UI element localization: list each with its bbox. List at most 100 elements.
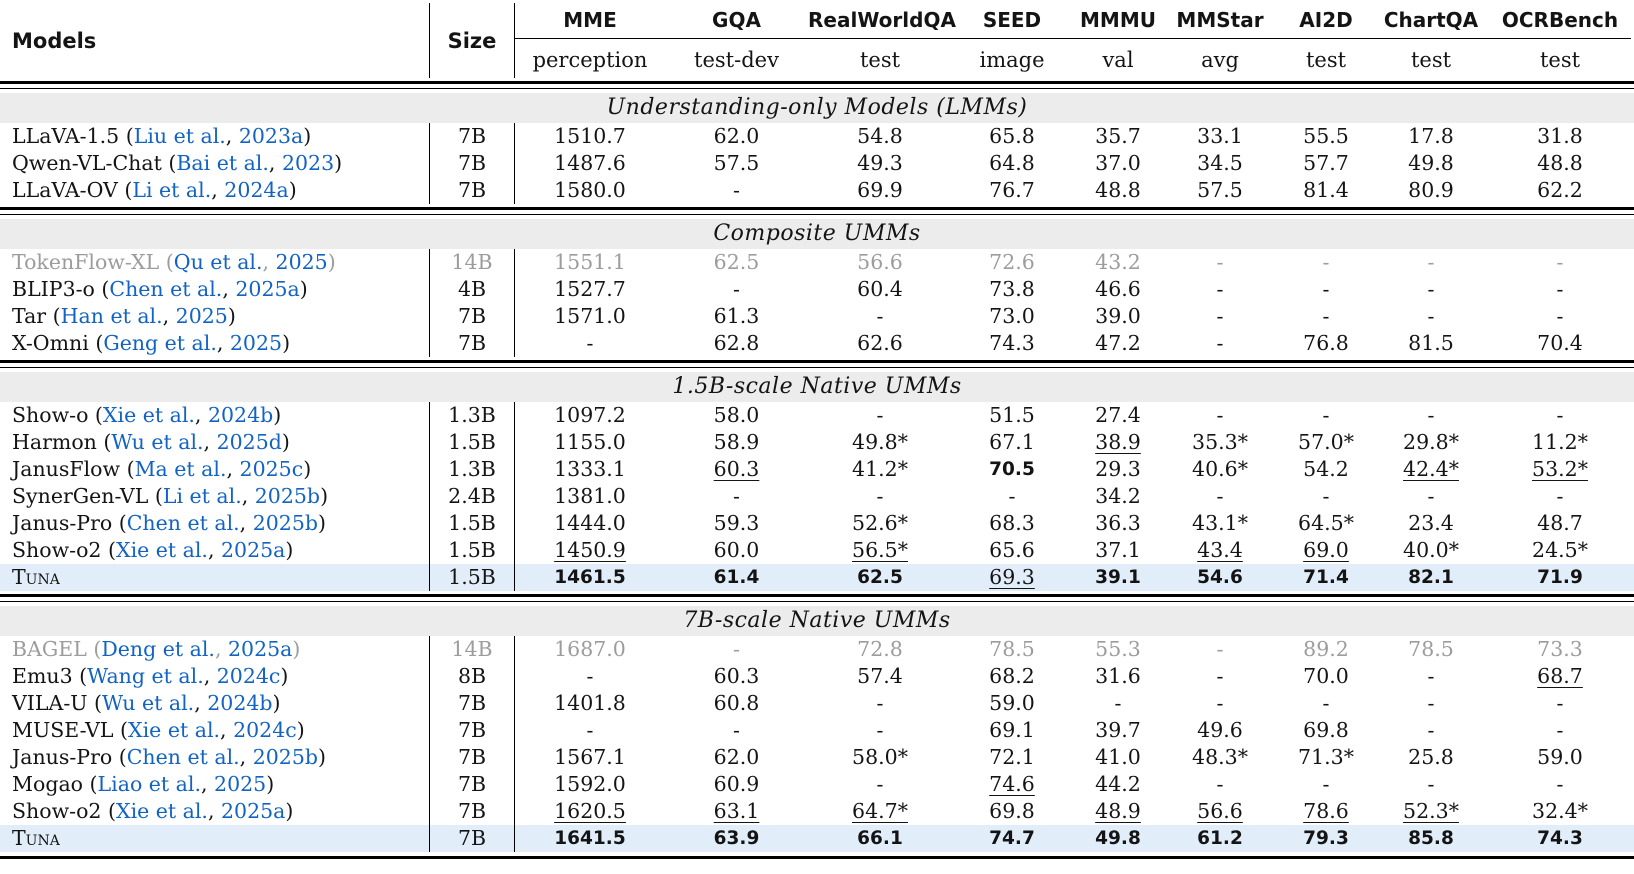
column-subheader-ai2d: test	[1305, 47, 1347, 72]
column-subheader-ocrbench: test	[1539, 47, 1581, 72]
citation-author-link[interactable]: Li et al.	[132, 178, 212, 202]
citation-year-link[interactable]: 2024b	[207, 691, 273, 715]
citation-year-link[interactable]: 2025a	[221, 799, 286, 823]
citation-author-link[interactable]: Ma et al.	[134, 457, 227, 481]
citation-author-link[interactable]: Wang et al.	[87, 664, 204, 688]
section-title: Composite UMMs	[713, 221, 921, 246]
citation-author-link[interactable]: Li et al.	[162, 484, 242, 508]
citation-author-link[interactable]: Chen et al.	[126, 511, 240, 535]
table-row: Show-o (Xie et al., 2024b) 1.3B 1097.2 58.0…	[0, 402, 1634, 429]
citation-year-link[interactable]: 2025b	[254, 484, 321, 508]
metric-value-cell: 1333.1	[554, 457, 626, 481]
citation-year-link[interactable]: 2025a	[235, 277, 300, 301]
citation-author-link[interactable]: Bai et al.	[176, 151, 269, 175]
citation-year-link[interactable]: 2024b	[207, 403, 274, 427]
citation-author-link[interactable]: Han et al.	[60, 304, 163, 328]
citation-year-link[interactable]: 2024c	[233, 718, 297, 742]
metric-value-cell: 31.6	[1095, 664, 1141, 688]
metric-value-cell: 57.5	[713, 151, 760, 175]
citation-year-link[interactable]: 2025	[175, 304, 228, 328]
model-size-cell: 7B	[430, 825, 515, 852]
citation-author-link[interactable]: Wu et al.	[102, 691, 195, 715]
section-header: Composite UMMs	[0, 219, 1634, 249]
citation-author-link[interactable]: Deng et al.	[101, 637, 215, 661]
metric-value-cell: 57.5	[1197, 178, 1243, 202]
citation-year-link[interactable]: 2025	[275, 250, 328, 274]
table-row: Janus-Pro (Chen et al., 2025b) 7B 1567.1 62…	[0, 744, 1634, 771]
citation-year-link[interactable]: 2025d	[216, 430, 282, 454]
citation-author-link[interactable]: Geng et al.	[103, 331, 217, 355]
model-name: Emu3	[12, 664, 73, 688]
citation-author-link[interactable]: Qu et al.	[173, 250, 263, 274]
citation-author-link[interactable]: Xie et al.	[115, 538, 208, 562]
header-rule	[0, 81, 1634, 89]
metric-value-cell: 68.7	[1537, 664, 1583, 688]
metric-value-cell: 72.6	[989, 250, 1035, 274]
column-header-mmstar: MMStar	[1176, 7, 1264, 32]
table-row: LLaVA-1.5 (Liu et al., 2023a) 7B 1510.7 62.…	[0, 123, 1634, 150]
table-row-tuna: Tuna 1.5B 1461.5 61.4 62.5 69.3 39.1 54.6 71.4 82…	[0, 564, 1634, 591]
citation-author-link[interactable]: Xie et al.	[115, 799, 208, 823]
citation-year-link[interactable]: 2024c	[216, 664, 281, 688]
citation-author-link[interactable]: Xie et al.	[102, 403, 195, 427]
metric-value-cell: 69.8	[989, 799, 1035, 823]
table-row: BAGEL (Deng et al., 2025a) 14B 1687.0 - 72.8…	[0, 636, 1634, 663]
metric-value-cell: 43.2	[1095, 250, 1141, 274]
citation-year-link[interactable]: 2025b	[252, 745, 319, 769]
metric-value-cell: 23.4	[1408, 511, 1454, 535]
metric-value-cell: 34.5	[1197, 151, 1243, 175]
metric-value-cell: -	[1427, 484, 1435, 508]
metric-value-cell: -	[1322, 304, 1330, 328]
metric-value-cell: 69.1	[989, 718, 1035, 742]
model-name-cell: TokenFlow-XL (Qu et al., 2025)	[0, 249, 430, 276]
column-subheader-mme: perception	[532, 47, 648, 72]
section-title: Understanding-only Models (LMMs)	[606, 95, 1028, 120]
metric-value-cell: 29.8*	[1403, 430, 1459, 454]
column-header-ai2d: AI2D	[1299, 7, 1353, 32]
metric-value-cell: -	[876, 718, 884, 742]
metric-value-cell: 49.6	[1197, 718, 1243, 742]
citation-year-link[interactable]: 2025a	[227, 637, 293, 661]
table-row: LLaVA-OV (Li et al., 2024a) 7B 1580.0 - 69.9…	[0, 177, 1634, 204]
metric-value-cell: 37.0	[1095, 151, 1141, 175]
citation-author-link[interactable]: Liao et al.	[97, 772, 201, 796]
metric-value-cell: 43.1*	[1192, 511, 1248, 535]
metric-value-cell: -	[1427, 691, 1435, 715]
metric-value-cell: -	[1322, 691, 1330, 715]
citation-author-link[interactable]: Xie et al.	[128, 718, 221, 742]
citation-author-link[interactable]: Liu et al.	[133, 124, 226, 148]
citation-year-link[interactable]: 2025a	[221, 538, 286, 562]
citation-year-link[interactable]: 2024a	[224, 178, 289, 202]
metric-value-cell: 60.4	[857, 277, 903, 301]
citation-year-link[interactable]: 2025	[229, 331, 283, 355]
citation-year-link[interactable]: 2025	[214, 772, 267, 796]
metric-value-cell: 34.2	[1095, 484, 1141, 508]
column-subheader-realworldqa: test	[859, 47, 901, 72]
citation-author-link[interactable]: Chen et al.	[126, 745, 240, 769]
column-header-models: Models	[0, 3, 430, 78]
metric-value-cell: 62.2	[1537, 178, 1583, 202]
citation-author-link[interactable]: Chen et al.	[109, 277, 223, 301]
model-size-cell: 7B	[430, 150, 515, 177]
citation-year-link[interactable]: 2023a	[238, 124, 304, 148]
metric-value-cell: 1444.0	[554, 511, 626, 535]
metric-value-cell: 54.2	[1303, 457, 1349, 481]
model-name-cell: Show-o2 (Xie et al., 2025a)	[0, 798, 430, 825]
model-name: Tuna	[12, 826, 60, 850]
metric-value-cell: 60.0	[713, 538, 760, 562]
model-size-cell: 7B	[430, 744, 515, 771]
model-name: TokenFlow-XL	[12, 250, 160, 274]
citation-year-link[interactable]: 2025b	[252, 511, 319, 535]
metric-value-cell: 60.8	[713, 691, 760, 715]
model-name-cell: Qwen-VL-Chat (Bai et al., 2023)	[0, 150, 430, 177]
metric-value-cell: -	[586, 664, 594, 688]
citation-year-link[interactable]: 2025c	[239, 457, 304, 481]
metric-value-cell: 1527.7	[554, 277, 626, 301]
metric-value-cell: 1687.0	[554, 637, 626, 661]
model-name: Janus-Pro	[12, 511, 113, 535]
citation-year-link[interactable]: 2023	[281, 151, 335, 175]
citation-author-link[interactable]: Wu et al.	[111, 430, 204, 454]
model-size-cell: 1.3B	[430, 456, 515, 483]
column-header-size: Size	[430, 3, 515, 78]
metric-value-cell: -	[1322, 772, 1330, 796]
